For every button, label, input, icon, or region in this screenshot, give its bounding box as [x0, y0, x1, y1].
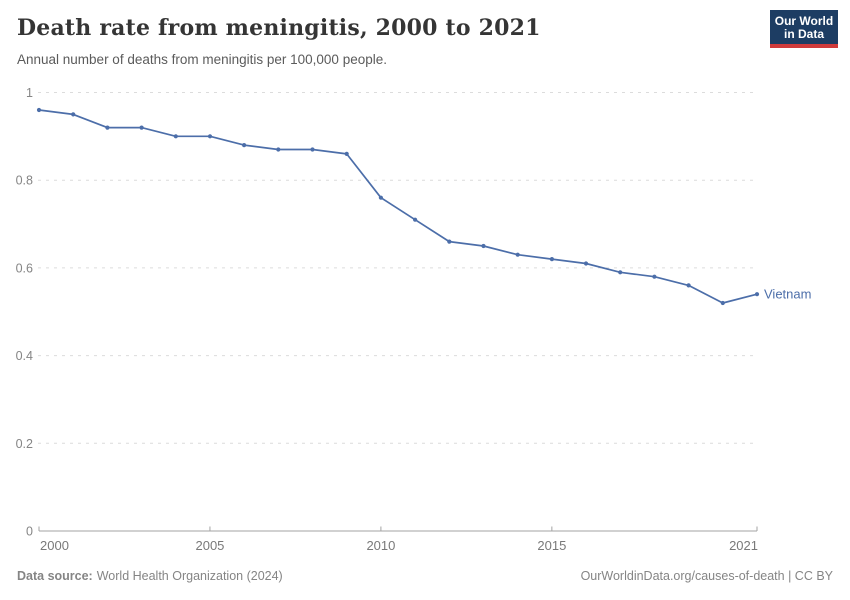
- data-point[interactable]: [481, 243, 486, 249]
- data-point[interactable]: [36, 107, 42, 113]
- y-axis-tick-label: 1: [26, 86, 33, 100]
- series-line[interactable]: [38, 109, 758, 304]
- logo-line1: Our World: [774, 14, 834, 28]
- owid-logo[interactable]: Our World in Data: [770, 10, 838, 48]
- data-point[interactable]: [173, 134, 178, 139]
- chart-subtitle: Annual number of deaths from meningitis …: [17, 52, 387, 67]
- data-point[interactable]: [71, 112, 76, 117]
- data-point[interactable]: [344, 151, 349, 156]
- data-point[interactable]: [583, 261, 589, 266]
- y-axis-tick-label: 0.6: [16, 261, 33, 275]
- data-point[interactable]: [549, 257, 555, 262]
- data-point[interactable]: [515, 252, 520, 257]
- data-point[interactable]: [652, 274, 657, 279]
- x-axis-tick-label: 2021: [729, 538, 758, 553]
- data-point[interactable]: [310, 147, 315, 152]
- data-source-text: World Health Organization (2024): [96, 569, 283, 583]
- data-point[interactable]: [378, 195, 383, 200]
- y-axis-tick-label: 0.2: [16, 437, 33, 451]
- data-point[interactable]: [105, 125, 110, 130]
- x-axis-tick-label: 2000: [40, 538, 69, 553]
- y-axis-tick-label: 0: [26, 525, 33, 539]
- data-source-label: Data source:: [17, 569, 93, 583]
- page-title: Death rate from meningitis, 2000 to 2021: [17, 15, 541, 41]
- data-point[interactable]: [276, 147, 281, 152]
- x-axis-tick-label: 2005: [195, 538, 224, 553]
- x-axis-tick-label: 2015: [537, 538, 566, 553]
- y-axis-tick-label: 0.8: [16, 174, 33, 188]
- logo-line2: in Data: [783, 26, 824, 41]
- y-axis-tick-label: 0.4: [16, 349, 33, 363]
- data-point[interactable]: [686, 283, 691, 288]
- data-point[interactable]: [207, 134, 213, 139]
- data-source: Data source: World Health Organization (2…: [17, 569, 283, 583]
- x-axis-tick-label: 2010: [366, 538, 395, 553]
- series-end-label: Vietnam: [764, 287, 811, 302]
- data-point[interactable]: [754, 292, 760, 297]
- data-point[interactable]: [447, 239, 452, 244]
- data-point[interactable]: [618, 270, 623, 275]
- data-point[interactable]: [139, 125, 144, 130]
- data-point[interactable]: [720, 300, 725, 306]
- attribution-link[interactable]: OurWorldinData.org/causes-of-death | CC …: [580, 569, 833, 583]
- data-point[interactable]: [242, 143, 247, 148]
- data-point[interactable]: [413, 217, 418, 222]
